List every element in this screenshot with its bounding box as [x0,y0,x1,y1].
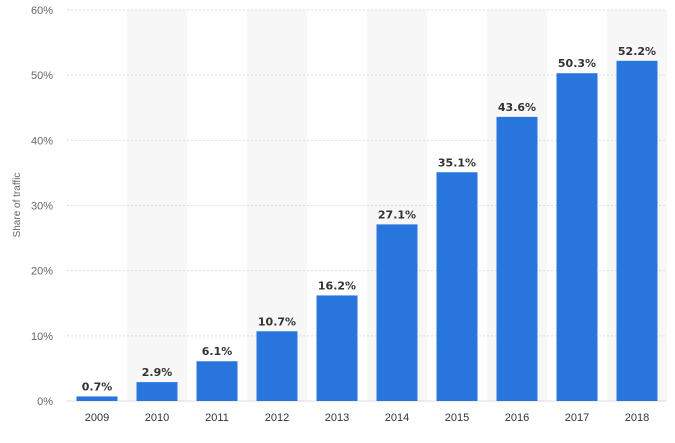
bars [76,60,658,402]
y-tick-label: 30% [31,201,53,213]
x-tick-label-2018: 2018 [625,412,649,424]
bar-2016 [496,116,538,401]
bar-2011 [196,361,238,401]
bar-2014 [376,224,418,401]
data-label-2016: 43.6% [498,101,536,114]
bar-2009 [76,396,118,401]
y-axis-title: Share of traffic [12,173,23,238]
y-gridlines [67,9,667,402]
data-label-2010: 2.9% [142,366,173,379]
data-label-2012: 10.7% [258,315,296,328]
x-tick-label-2017: 2017 [565,412,589,424]
x-axis-tick-labels: 2009 2010 2011 2012 2013 2014 2015 2016 2017 2018 [85,412,649,424]
x-tick-label-2016: 2016 [505,412,529,424]
data-label-2014: 27.1% [378,208,416,221]
data-label-2017: 50.3% [558,57,596,70]
x-tick-label-2013: 2013 [325,412,349,424]
bar-2012 [256,331,298,401]
data-label-2018: 52.2% [618,45,656,58]
data-label-2011: 6.1% [202,345,233,358]
bar-2010 [136,382,178,401]
bar-2017 [556,73,598,401]
y-tick-label: 0% [37,396,53,408]
data-label-2015: 35.1% [438,156,476,169]
y-tick-label: 50% [31,70,53,82]
x-tick-label-2014: 2014 [385,412,409,424]
bar-2015 [436,172,478,401]
data-labels: 0.7% 2.9% 6.1% 10.7% 16.2% 27.1% 35.1% 43.6% 50.… [82,45,656,394]
y-tick-label: 20% [31,266,53,278]
y-axis-tick-labels: 0% 10% 20% 30% 40% 50% 60% [31,5,53,408]
x-tick-label-2012: 2012 [265,412,289,424]
y-tick-label: 10% [31,331,53,343]
x-tick-label-2011: 2011 [205,412,229,424]
x-tick-label-2015: 2015 [445,412,469,424]
x-tick-label-2010: 2010 [145,412,169,424]
data-label-2013: 16.2% [318,279,356,292]
y-tick-label: 40% [31,135,53,147]
bar-2018 [616,60,658,402]
bar-2013 [316,295,358,401]
y-tick-label: 60% [31,5,53,17]
data-label-2009: 0.7% [82,380,113,393]
x-tick-label-2009: 2009 [85,412,109,424]
